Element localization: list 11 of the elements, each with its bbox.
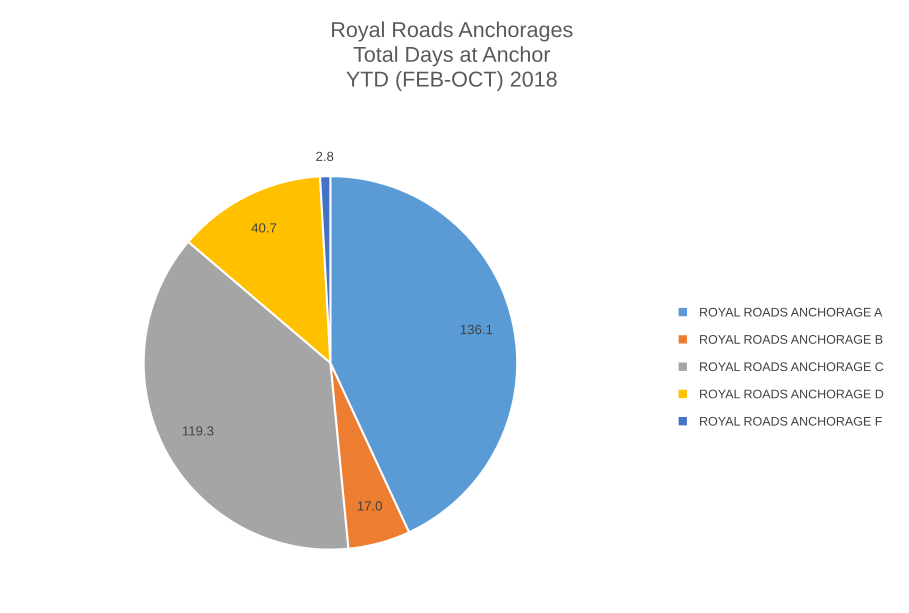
legend-label: ROYAL ROADS ANCHORAGE A <box>700 308 882 317</box>
data-label: 40.7 <box>251 223 276 233</box>
legend-label: ROYAL ROADS ANCHORAGE F <box>700 416 882 426</box>
data-label: 136.1 <box>460 324 492 334</box>
legend-label: ROYAL ROADS ANCHORAGE B <box>700 335 882 344</box>
legend-label: ROYAL ROADS ANCHORAGE D <box>700 390 884 398</box>
data-label: 17.0 <box>358 501 382 511</box>
data-label: 119.3 <box>182 426 214 436</box>
legend-label: ROYAL ROADS ANCHORAGE C <box>700 362 884 372</box>
data-label: 2.8 <box>316 152 334 162</box>
chart-title: Royal Roads Anchorages Total Days at Anchor YTD (FEB-OCT) 2018 <box>332 21 572 92</box>
